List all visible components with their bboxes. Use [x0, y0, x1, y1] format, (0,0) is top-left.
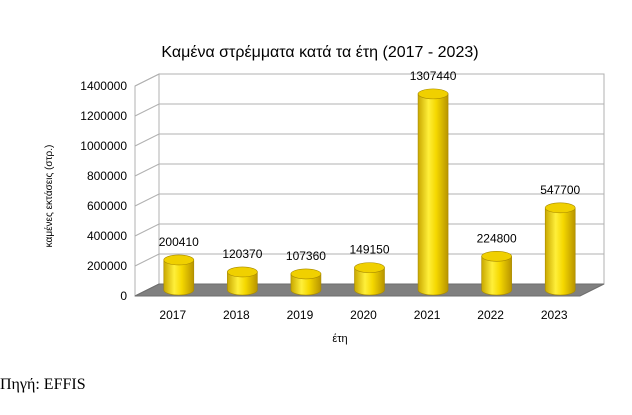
- gridline: [134, 133, 604, 147]
- y-axis-label: καμένες εκτάσεις (στρ.): [43, 145, 55, 248]
- gridline: [134, 253, 604, 267]
- y-tick-label: 1400000: [80, 79, 127, 93]
- bar: [227, 271, 258, 296]
- x-tick-label: 2023: [541, 308, 568, 322]
- bar-top: [544, 202, 576, 214]
- bar: [481, 255, 512, 296]
- gridline: [134, 223, 604, 237]
- x-tick-label: 2021: [414, 308, 441, 322]
- bar-top: [481, 250, 512, 262]
- bar: [163, 259, 195, 296]
- bar-top: [417, 88, 449, 100]
- bar-top: [227, 266, 258, 278]
- bar: [417, 93, 449, 296]
- bar-top: [163, 254, 195, 266]
- y-tick-label: 800000: [87, 169, 127, 183]
- y-tick-label: 400000: [87, 229, 127, 243]
- gridline: [134, 73, 604, 87]
- y-tick-label: 200000: [87, 259, 127, 273]
- side-wall: [134, 73, 160, 297]
- bar: [544, 207, 576, 296]
- data-label: 1307440: [410, 69, 457, 83]
- x-tick-label: 2017: [159, 308, 186, 322]
- y-tick-label: 0: [120, 289, 127, 303]
- data-label: 149150: [349, 243, 389, 257]
- back-wall: [158, 73, 605, 285]
- x-tick-label: 2018: [223, 308, 250, 322]
- chart: Καμένα στρέμματα κατά τα έτη (2017 - 202…: [43, 44, 605, 345]
- data-label: 547700: [540, 183, 580, 197]
- plot-area: 0 200000 400000 600000 800000 1000000 1200000 1…: [80, 69, 605, 322]
- gridline: [134, 103, 604, 117]
- source-note: Πηγή: EFFIS: [0, 376, 86, 393]
- data-label: 200410: [159, 235, 199, 249]
- x-tick-label: 2020: [350, 308, 377, 322]
- bar-top: [290, 268, 322, 280]
- y-tick-label: 600000: [87, 199, 127, 213]
- y-tick-label: 1000000: [80, 139, 127, 153]
- x-tick-label: 2022: [477, 308, 504, 322]
- gridline: [134, 193, 604, 207]
- bar: [354, 267, 385, 296]
- y-tick-label: 1200000: [80, 109, 127, 123]
- chart-title: Καμένα στρέμματα κατά τα έτη (2017 - 202…: [161, 44, 478, 61]
- bar-top: [354, 262, 385, 273]
- x-axis-label: έτη: [332, 333, 347, 345]
- gridline: [134, 163, 604, 177]
- data-label: 120370: [222, 247, 262, 261]
- data-label: 107360: [286, 249, 326, 263]
- bar: [290, 273, 322, 296]
- data-label: 224800: [477, 231, 517, 245]
- x-tick-label: 2019: [287, 308, 314, 322]
